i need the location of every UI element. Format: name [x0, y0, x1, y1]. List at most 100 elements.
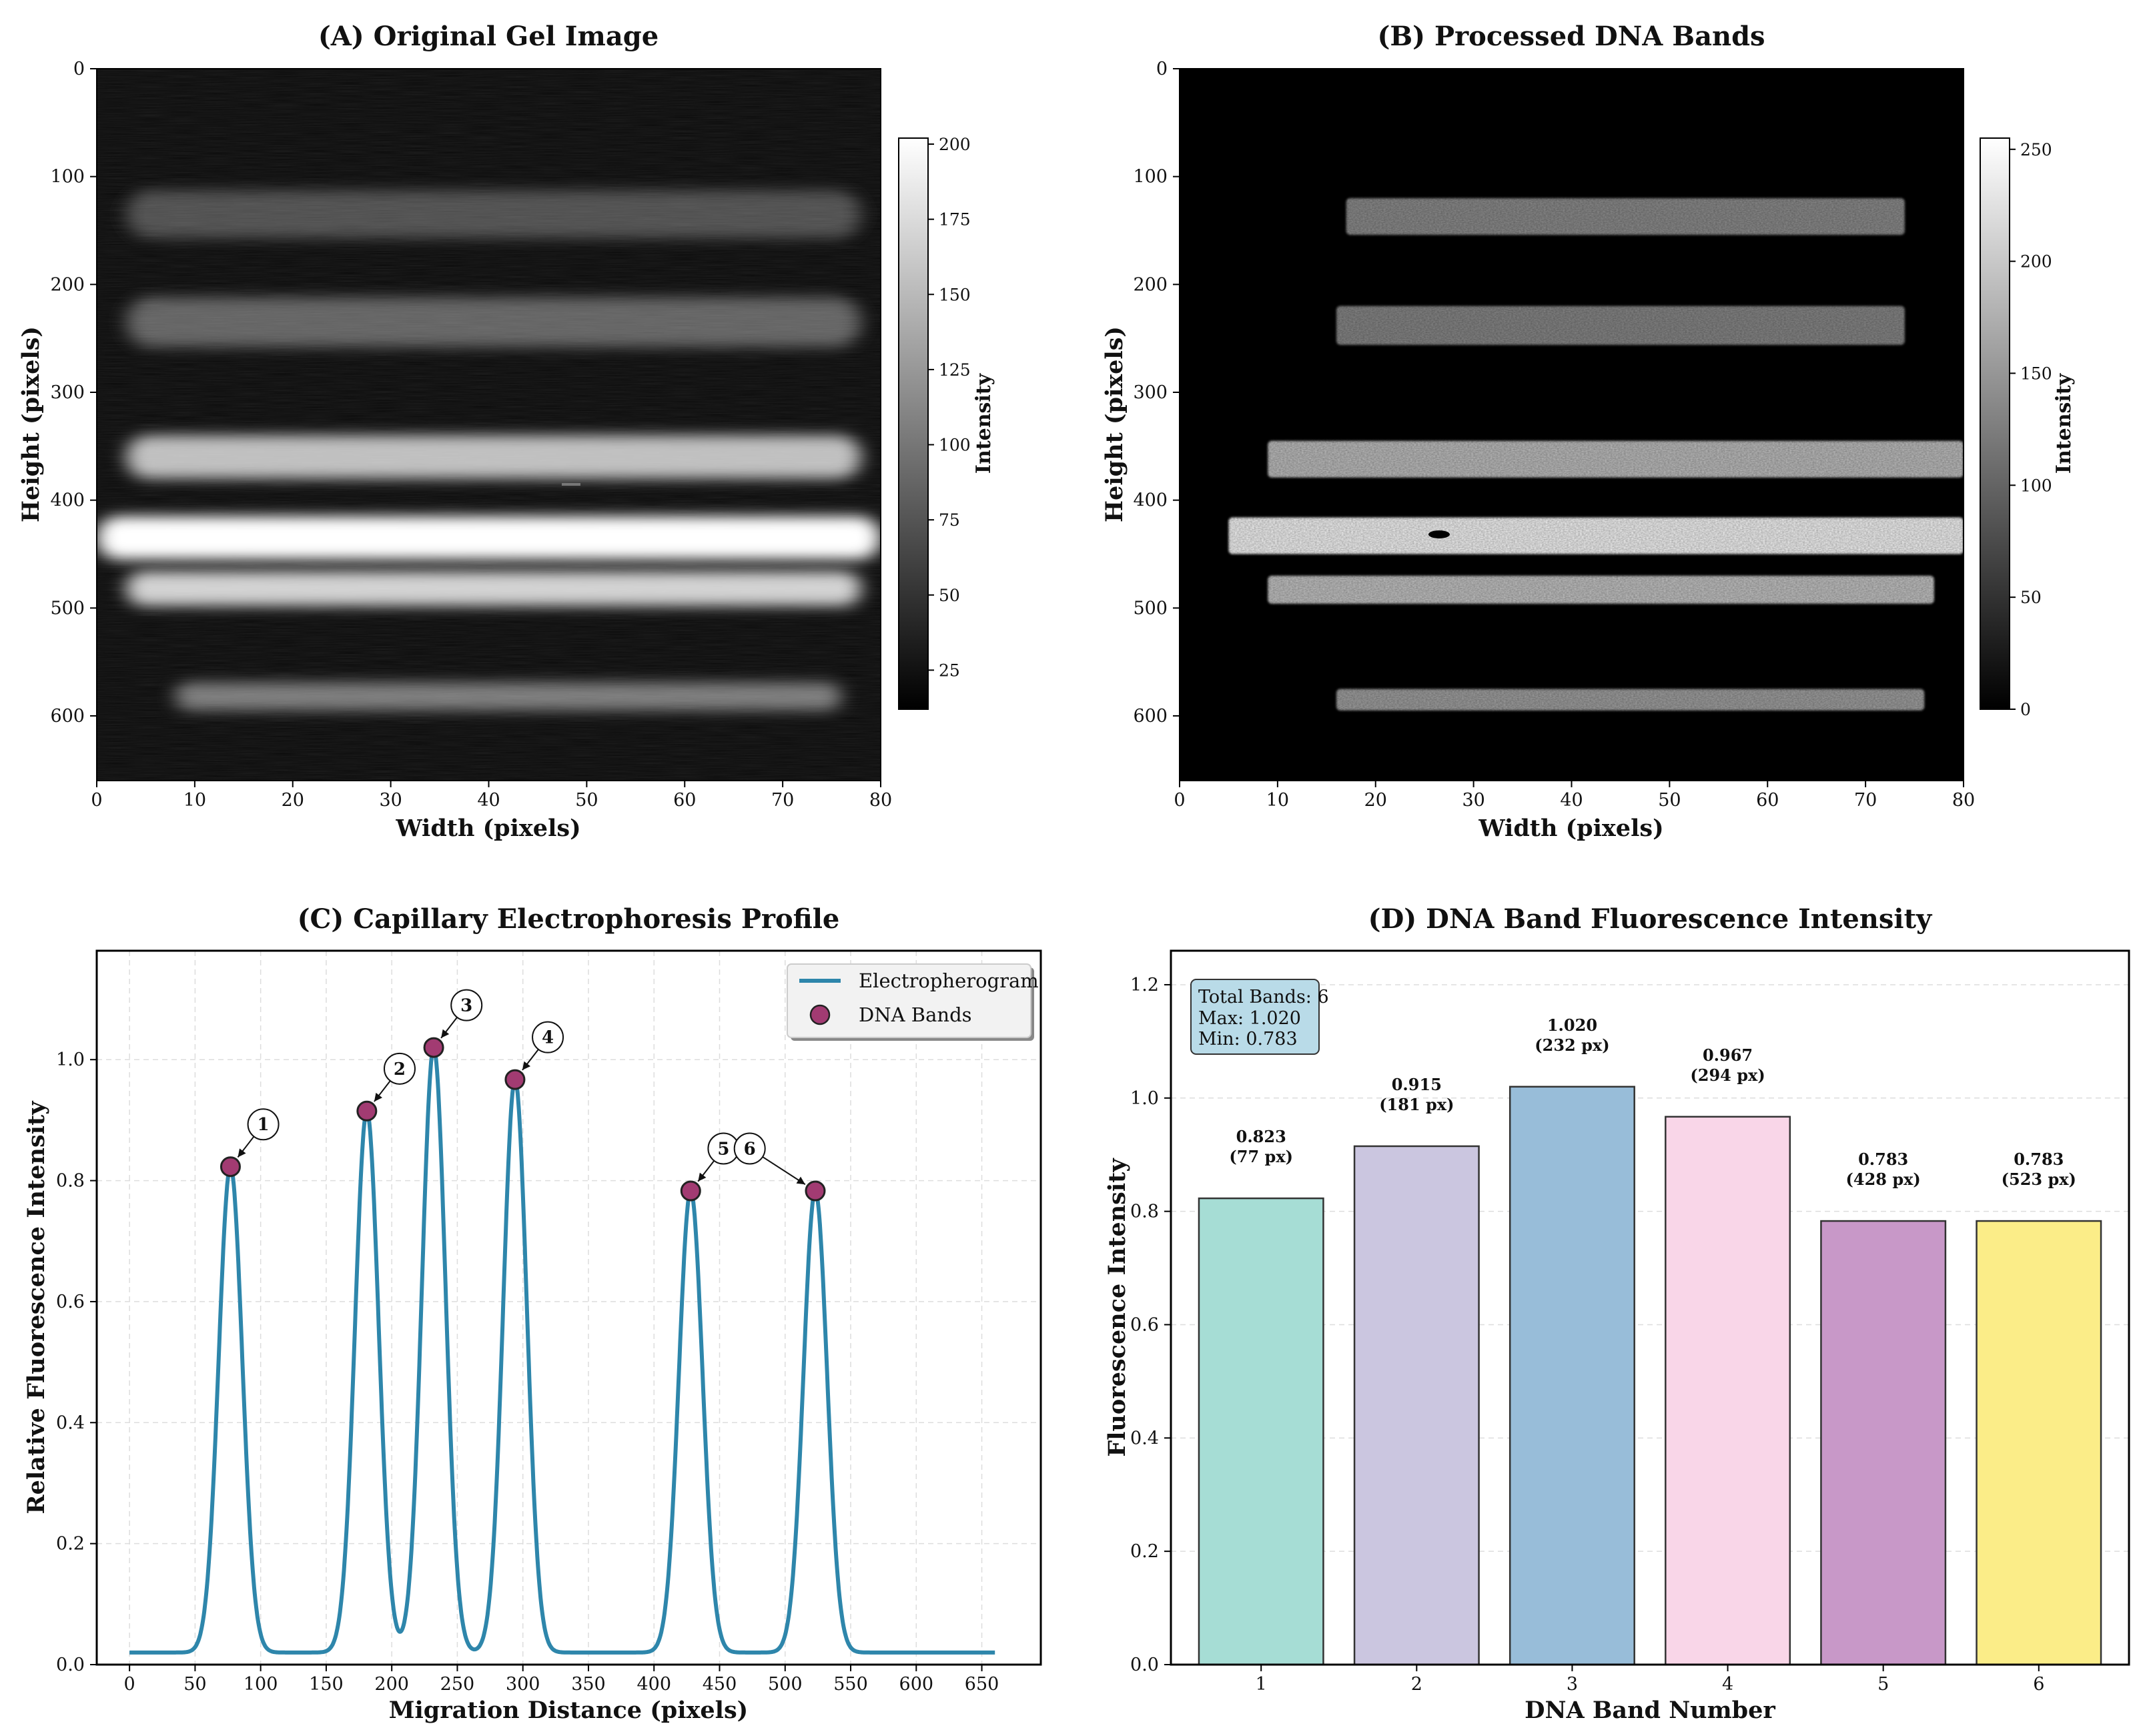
panel-d-x-ticks: 1 2 3 4 5 6	[1256, 1665, 2044, 1695]
bar-value-label: 0.967	[1703, 1045, 1753, 1065]
colorbar-tick-label: 150	[2020, 364, 2052, 383]
bar-band-2	[1353, 1145, 1480, 1666]
processed-bands-group	[1228, 198, 1964, 711]
x-tick-label: 350	[571, 1674, 606, 1695]
x-tick-label: 80	[869, 790, 892, 811]
panel-b-y-ticks: 0 100 200 300 400 500 600	[1133, 59, 1180, 727]
y-tick-label: 600	[1133, 706, 1168, 727]
legend-dna-bands: DNA Bands	[859, 1003, 972, 1026]
y-tick-label: 0.4	[1130, 1428, 1159, 1448]
band-texture-2	[1336, 306, 1905, 345]
panel-a-y-ticks: 0 100 200 300 400 500 600	[50, 59, 97, 727]
panel-a-colorbar-ticks: 25 50 75 100 125 150 175 200	[928, 135, 971, 680]
dna-band-marker-5	[680, 1180, 701, 1202]
x-tick-label: 1	[1256, 1674, 1267, 1695]
y-tick-label: 400	[50, 490, 85, 511]
y-tick-label: 0.8	[1130, 1202, 1159, 1222]
annotation-arrowhead-3	[441, 1029, 450, 1038]
bar-band-4	[1665, 1116, 1791, 1666]
panel-c-frame	[95, 949, 1042, 1666]
colorbar-tick-label: 175	[939, 210, 971, 230]
x-tick-label: 150	[309, 1674, 344, 1695]
annotation-arrow-6	[762, 1156, 806, 1186]
panel-d-y-label: Fluorescence Intensity	[1104, 1158, 1131, 1457]
stats-box-background	[1190, 979, 1320, 1055]
annotation-label-3: 3	[460, 996, 472, 1016]
processed-band-dark-spot	[1428, 530, 1450, 538]
bar-position-label: (294 px)	[1690, 1065, 1765, 1085]
x-tick-label: 0	[1174, 790, 1185, 811]
panel-b-y-label: Height (pixels)	[1101, 326, 1128, 522]
x-tick-label: 40	[1560, 790, 1583, 811]
x-tick-label: 50	[183, 1674, 206, 1695]
x-tick-label: 5	[1877, 1674, 1889, 1695]
dna-band-marker-4	[504, 1069, 526, 1090]
bar-band-5	[1820, 1220, 1947, 1666]
y-tick-label: 0	[73, 59, 85, 79]
x-tick-label: 450	[703, 1674, 737, 1695]
x-tick-label: 10	[183, 790, 206, 811]
band-texture-3	[1268, 440, 1964, 478]
dna-band-marker-6	[805, 1180, 826, 1202]
annotation-bubble-3	[450, 989, 483, 1021]
y-tick-label: 0.2	[56, 1534, 85, 1555]
annotation-bubble-4	[532, 1021, 564, 1053]
panel-c-x-label: Migration Distance (pixels)	[389, 1697, 749, 1724]
y-tick-label: 0	[1156, 59, 1168, 79]
y-tick-label: 400	[1133, 490, 1168, 511]
bar-value-label: 1.020	[1547, 1015, 1597, 1035]
x-tick-label: 0	[91, 790, 102, 811]
y-tick-label: 0.0	[1130, 1655, 1159, 1675]
dna-band-marker-1	[220, 1156, 241, 1178]
bar-value-label: 0.823	[1236, 1127, 1286, 1146]
annotation-label-6: 6	[744, 1140, 756, 1160]
x-tick-label: 550	[833, 1674, 868, 1695]
x-tick-label: 30	[1462, 790, 1484, 811]
y-tick-label: 500	[1133, 598, 1168, 618]
annotation-bubble-6	[733, 1132, 766, 1165]
colorbar-tick-label: 125	[939, 360, 971, 380]
bar-value-label: 0.915	[1392, 1075, 1442, 1094]
y-tick-label: 1.2	[1130, 975, 1159, 995]
annotation-label-5: 5	[717, 1140, 729, 1160]
x-tick-label: 200	[374, 1674, 409, 1695]
panel-a-y-label: Height (pixels)	[17, 326, 45, 522]
panel-b-x-ticks: 0 10 20 30 40 50 60 70 80	[1174, 781, 1975, 811]
annotation-bubble-2	[383, 1052, 416, 1085]
bar-band-1	[1198, 1197, 1324, 1666]
bar-labels-group: 0.823(77 px) 0.915(181 px) 1.020(232 px) 0.…	[1229, 1015, 2076, 1189]
y-tick-label: 300	[1133, 382, 1168, 403]
panel-c-y-label: Relative Fluorescence Intensity	[23, 1100, 50, 1514]
colorbar-tick-label: 250	[2020, 140, 2052, 159]
panel-c-x-ticks: 0 50 100 150 200 250 300 350 400 450 500 550 600 650	[124, 1665, 999, 1695]
x-tick-label: 600	[899, 1674, 934, 1695]
x-tick-label: 2	[1411, 1674, 1422, 1695]
bar-position-label: (523 px)	[2002, 1170, 2076, 1189]
bar-position-label: (232 px)	[1535, 1035, 1609, 1055]
annotation-label-1: 1	[258, 1115, 270, 1135]
y-tick-label: 600	[50, 706, 85, 727]
panel-b-processed-bands: (B) Processed DNA Bands 0 10 20 30 40 50 60 70 8…	[1101, 21, 2076, 842]
legend-electropherogram: Electropherogram	[859, 969, 1039, 992]
y-tick-label: 200	[50, 274, 85, 295]
y-tick-label: 0.8	[56, 1171, 85, 1192]
panel-a-colorbar	[898, 137, 929, 710]
y-tick-label: 0.0	[56, 1655, 85, 1675]
bar-band-3	[1509, 1086, 1635, 1666]
electropherogram-line	[128, 1045, 997, 1655]
gel-dust-speck	[562, 483, 580, 486]
x-tick-label: 60	[1756, 790, 1779, 811]
annotation-label-4: 4	[542, 1028, 554, 1048]
x-tick-label: 80	[1952, 790, 1975, 811]
colorbar-tick-label: 50	[2020, 588, 2042, 607]
annotation-arrowhead-2	[374, 1092, 382, 1102]
annotation-arrowhead-1	[238, 1148, 246, 1158]
panel-c-plot-area	[97, 951, 1041, 1665]
y-tick-label: 0.6	[56, 1292, 85, 1312]
x-tick-label: 30	[379, 790, 402, 811]
panel-c-y-ticks: 0.0 0.2 0.4 0.6 0.8 1.0	[56, 1049, 97, 1675]
panel-b-title: (B) Processed DNA Bands	[1377, 21, 1765, 52]
x-tick-label: 650	[965, 1674, 999, 1695]
x-tick-label: 3	[1567, 1674, 1578, 1695]
